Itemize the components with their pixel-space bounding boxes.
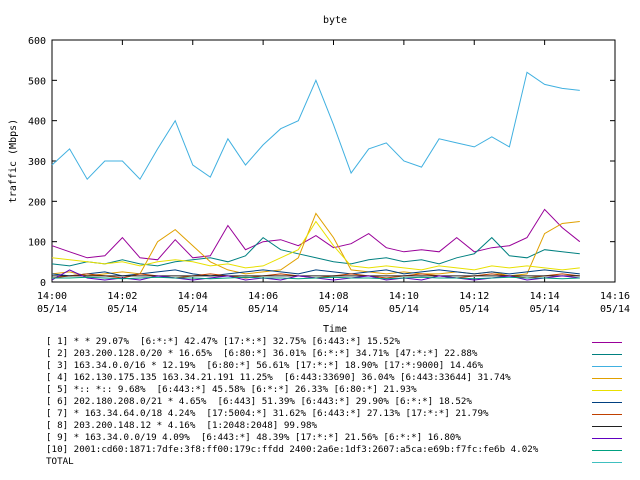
x-axis: 14:00 05/14 14:02 05/14 14:04 05/14 14:06 05/14… xyxy=(37,40,630,315)
y-axis-label: traffic (Mbps) xyxy=(8,119,19,203)
y-tick-label: 200 xyxy=(28,197,46,208)
x-tick-time: 14:06 xyxy=(248,291,278,302)
y-tick-label: 500 xyxy=(28,76,46,87)
x-tick-time: 14:12 xyxy=(459,291,489,302)
x-tick-date: 05/14 xyxy=(107,304,137,315)
series-line-3 xyxy=(51,71,580,181)
series-line-2 xyxy=(51,236,580,267)
x-tick-date: 05/14 xyxy=(318,304,348,315)
x-tick-date: 05/14 xyxy=(37,304,67,315)
x-tick-time: 14:16 xyxy=(600,291,630,302)
x-axis-label: Time xyxy=(323,324,347,335)
x-tick-date: 05/14 xyxy=(530,304,560,315)
series-line-10 xyxy=(52,276,580,280)
x-tick-date: 05/14 xyxy=(459,304,489,315)
y-tick-label: 100 xyxy=(28,238,46,249)
series-line-1 xyxy=(51,208,581,261)
x-tick-time: 14:10 xyxy=(389,291,419,302)
x-tick-time: 14:00 xyxy=(37,291,67,302)
x-tick-time: 14:08 xyxy=(318,291,348,302)
chart-title: byte xyxy=(323,15,347,26)
x-tick-time: 14:14 xyxy=(530,291,560,302)
y-tick-label: 0 xyxy=(40,278,46,289)
x-tick-date: 05/14 xyxy=(600,304,630,315)
y-tick-label: 400 xyxy=(28,117,46,128)
x-tick-date: 05/14 xyxy=(389,304,419,315)
series-lines xyxy=(51,71,581,281)
x-tick-date: 05/14 xyxy=(178,304,208,315)
x-tick-date: 05/14 xyxy=(248,304,278,315)
x-tick-time: 14:04 xyxy=(178,291,208,302)
y-tick-label: 300 xyxy=(28,157,46,168)
y-tick-label: 600 xyxy=(28,36,46,47)
series-line-5 xyxy=(51,220,580,271)
x-tick-time: 14:02 xyxy=(107,291,137,302)
y-axis: 0 100 200 300 400 500 600 xyxy=(28,36,615,289)
